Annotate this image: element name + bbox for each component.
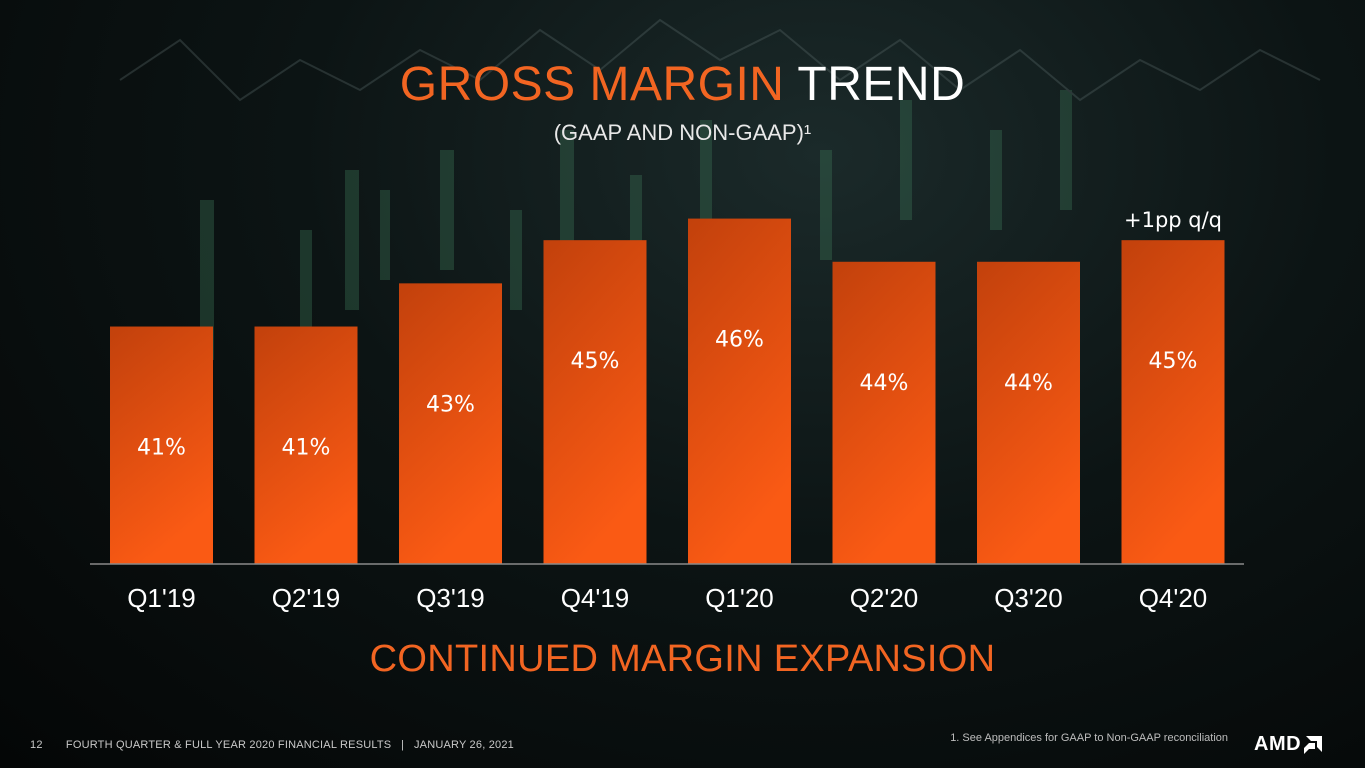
value-label-Q1'19: 41% <box>137 436 186 461</box>
bar-Q2'19 <box>254 326 358 564</box>
x-tick-label-Q3'20: Q3'20 <box>994 583 1063 613</box>
background-candlestick-decoration <box>119 18 1321 360</box>
value-label-Q1'20: 46% <box>715 328 764 353</box>
x-tick-label-Q2'20: Q2'20 <box>850 583 919 613</box>
value-label-Q4'20: 45% <box>1149 349 1198 374</box>
bar-Q1'20 <box>688 218 791 564</box>
x-tick-label-Q4'19: Q4'19 <box>561 583 630 613</box>
bar-Q4'20 <box>1121 240 1225 565</box>
bar-Q3'19 <box>399 283 502 564</box>
page-subtitle: (GAAP AND NON-GAAP)¹ <box>553 120 812 145</box>
page-number: 12 <box>30 739 43 751</box>
annotation-label: +1pp q/q <box>1124 208 1222 232</box>
bar-Q3'20 <box>977 261 1080 564</box>
footer-event: FOURTH QUARTER & FULL YEAR 2020 FINANCIA… <box>65 739 392 751</box>
x-tick-label-Q3'19: Q3'19 <box>416 583 485 613</box>
value-label-Q3'20: 44% <box>1004 371 1053 396</box>
bar-Q1'19 <box>110 326 213 564</box>
x-tick-label-Q4'20: Q4'20 <box>1139 583 1208 613</box>
tagline: CONTINUED MARGIN EXPANSION <box>369 638 996 680</box>
bar-chart: Q1'19 Q2'19 Q3'19 Q4'19 Q1'20 Q2'20 Q3'20 Q4'20… <box>90 208 1244 613</box>
amd-arrow-icon <box>1304 735 1323 754</box>
bar-Q2'20 <box>832 261 936 564</box>
value-label-Q2'20: 44% <box>860 371 909 396</box>
amd-logo: AMD <box>1254 733 1323 756</box>
page-title: GROSS MARGIN TREND <box>0 58 1365 112</box>
logo-text: AMD <box>1254 733 1302 755</box>
x-tick-label-Q2'19: Q2'19 <box>272 583 341 613</box>
footer: 12 FOURTH QUARTER & FULL YEAR 2020 FINAN… <box>30 739 514 751</box>
title-accent: GROSS MARGIN <box>399 58 785 111</box>
x-tick-label-Q1'20: Q1'20 <box>705 583 774 613</box>
footer-date: JANUARY 26, 2021 <box>413 739 514 751</box>
footnote: 1. See Appendices for GAAP to Non-GAAP r… <box>950 732 1228 744</box>
value-label-Q4'19: 45% <box>571 349 620 374</box>
value-label-Q2'19: 41% <box>282 436 331 461</box>
footer-separator: | <box>401 739 405 751</box>
title-rest: TREND <box>797 58 966 111</box>
x-tick-label-Q1'19: Q1'19 <box>127 583 196 613</box>
bar-Q4'19 <box>543 240 647 565</box>
title-block: GROSS MARGIN TREND <box>0 58 1365 112</box>
value-label-Q3'19: 43% <box>426 392 475 417</box>
